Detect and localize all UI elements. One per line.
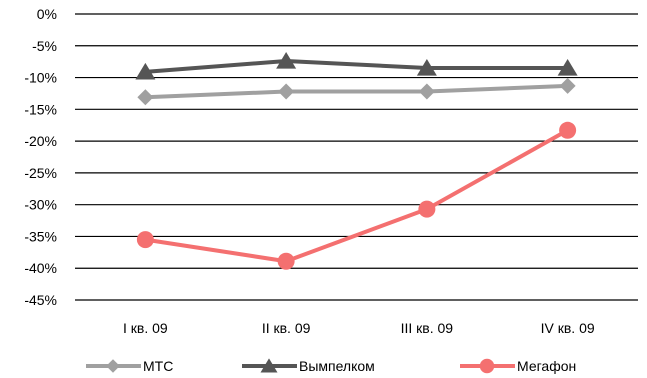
series-diamond <box>137 77 576 106</box>
data-point <box>557 59 578 76</box>
data-point <box>559 121 577 139</box>
data-point <box>418 83 435 100</box>
series-line <box>145 83 568 100</box>
y-tick-label: -30% <box>24 197 57 213</box>
x-tick-label: II кв. 09 <box>262 320 311 336</box>
legend-marker <box>479 358 495 374</box>
legend-label: Мегафон <box>517 358 576 374</box>
y-tick-label: -35% <box>24 228 57 244</box>
series-triangle <box>135 52 578 80</box>
series-circle <box>136 121 577 270</box>
y-axis-tick-labels: 0% -5% -10% -15% -20% -25% -30% -35% -40% -45% <box>24 6 57 308</box>
legend-marker <box>260 358 278 373</box>
y-tick-label: -5% <box>32 38 57 54</box>
y-tick-label: -15% <box>24 101 57 117</box>
series-line <box>145 128 569 264</box>
legend-marker <box>106 359 120 373</box>
data-point <box>277 252 295 270</box>
grid-lines <box>75 13 638 301</box>
data-point <box>136 231 154 249</box>
x-tick-label: IV кв. 09 <box>541 320 595 336</box>
legend-label: Вымпелком <box>299 358 375 374</box>
y-tick-label: -20% <box>24 133 57 149</box>
legend-label: МТС <box>143 358 173 374</box>
y-tick-label: -45% <box>24 292 57 308</box>
x-axis-tick-labels: I кв. 09 II кв. 09 III кв. 09 IV кв. 09 <box>123 320 595 336</box>
legend-item: МТС <box>86 358 173 374</box>
series-line <box>145 59 568 74</box>
series-layer <box>135 52 578 270</box>
data-point <box>276 52 297 69</box>
data-point <box>559 77 576 94</box>
data-point <box>278 83 295 100</box>
legend-item: Вымпелком <box>242 358 375 374</box>
data-point <box>416 59 437 76</box>
x-tick-label: I кв. 09 <box>123 320 168 336</box>
legend: МТС Вымпелком Мегафон <box>86 358 576 374</box>
x-tick-label: III кв. 09 <box>401 320 454 336</box>
data-point <box>137 89 154 106</box>
y-tick-label: -40% <box>24 260 57 276</box>
data-point <box>418 200 436 218</box>
y-tick-label: -25% <box>24 165 57 181</box>
y-tick-label: 0% <box>37 6 57 22</box>
y-tick-label: -10% <box>24 70 57 86</box>
legend-item: Мегафон <box>460 358 576 374</box>
data-point <box>135 62 156 80</box>
